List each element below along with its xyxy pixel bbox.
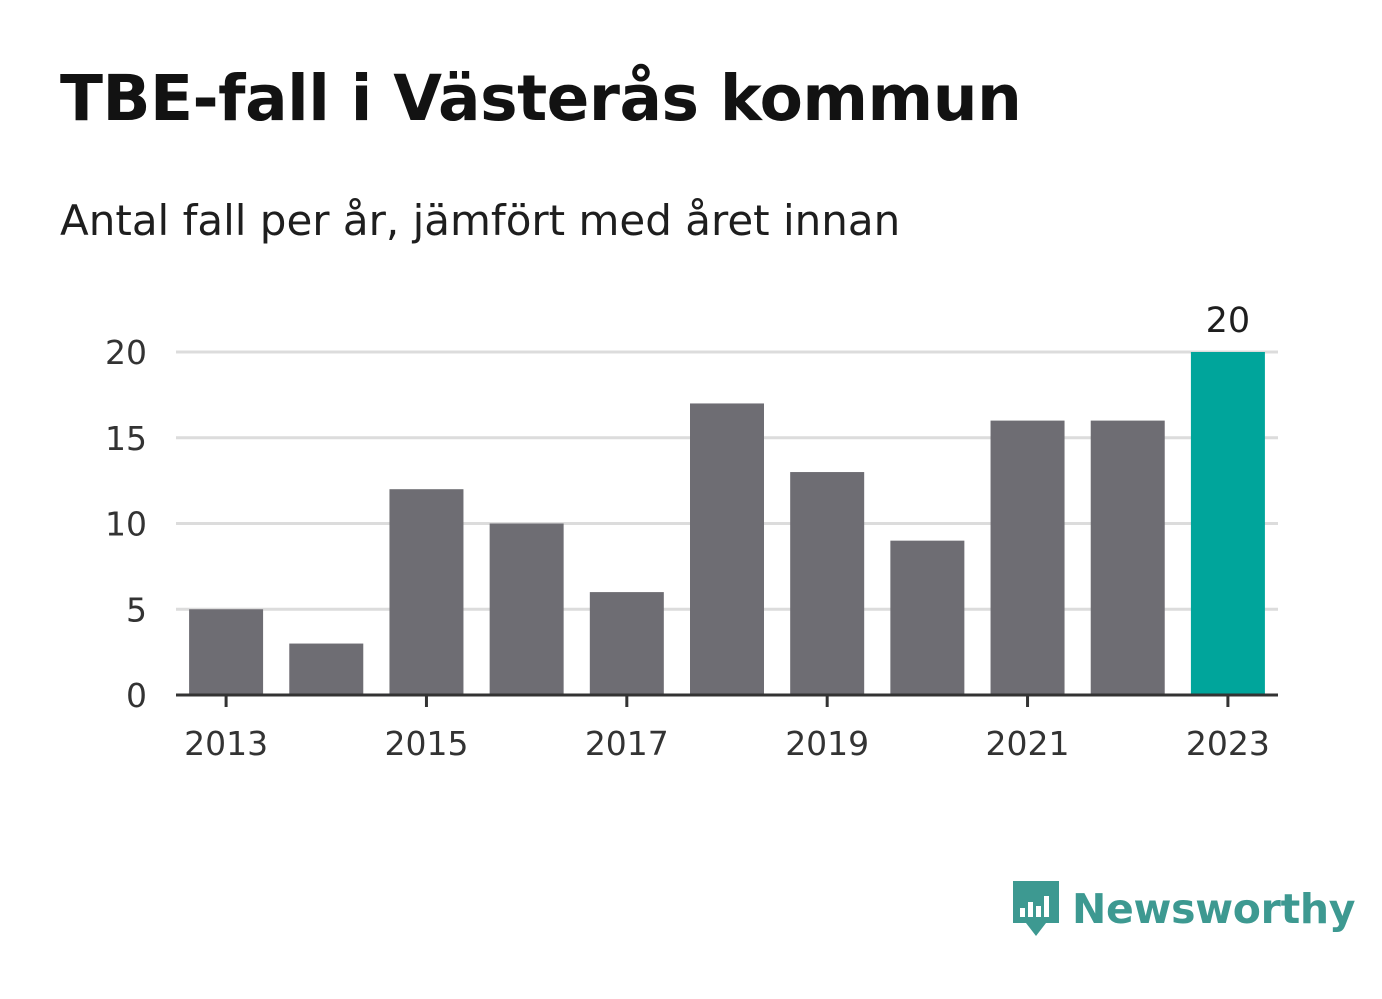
y-tick-label: 20 xyxy=(105,333,147,372)
bar xyxy=(690,403,764,695)
x-tick-label: 2013 xyxy=(184,724,268,763)
bar xyxy=(990,420,1065,695)
chart-title: TBE-fall i Västerås kommun xyxy=(60,62,1022,135)
x-tick-label: 2021 xyxy=(986,724,1070,763)
y-tick-label: 0 xyxy=(126,676,147,715)
x-tick-label: 2023 xyxy=(1186,724,1270,763)
newsworthy-logo-icon xyxy=(1013,881,1059,936)
y-tick-label: 15 xyxy=(105,419,147,458)
newsworthy-logo: Newsworthy xyxy=(1010,878,1355,940)
bar xyxy=(289,643,364,695)
bar xyxy=(489,523,564,695)
bar xyxy=(189,609,264,695)
bar xyxy=(589,592,664,695)
bar xyxy=(1090,420,1165,695)
bar xyxy=(389,489,464,695)
bar xyxy=(790,472,865,695)
x-tick-label: 2015 xyxy=(384,724,468,763)
bar-highlighted xyxy=(1190,352,1265,695)
x-tick-label: 2019 xyxy=(785,724,869,763)
y-tick-label: 5 xyxy=(126,590,147,629)
bar-value-label: 20 xyxy=(1206,301,1251,341)
brand-name: Newsworthy xyxy=(1072,885,1356,933)
chart-subtitle: Antal fall per år, jämfört med året inna… xyxy=(60,196,901,245)
x-tick-label: 2017 xyxy=(585,724,669,763)
bar xyxy=(890,540,965,695)
y-tick-label: 10 xyxy=(105,505,147,544)
